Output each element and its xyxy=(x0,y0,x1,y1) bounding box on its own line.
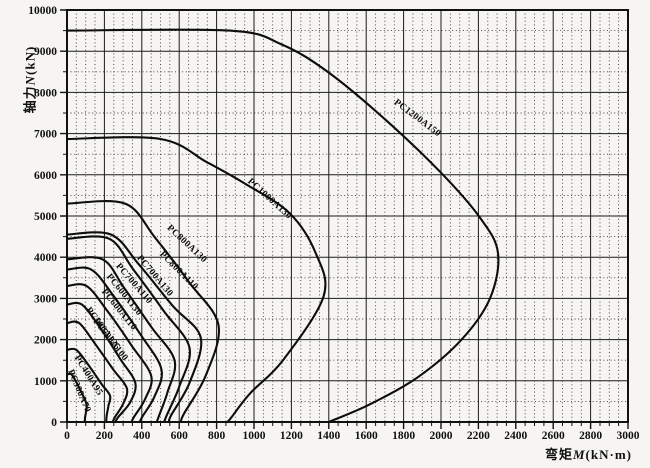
curve-PC1200A150 xyxy=(65,28,500,424)
y-axis-title-cn: 轴力 xyxy=(22,85,38,114)
x-tick-label: 600 xyxy=(171,430,189,442)
x-axis-major-ticks xyxy=(66,422,629,429)
x-tick-label: 1800 xyxy=(392,430,415,442)
y-tick-label: 1000 xyxy=(34,376,57,388)
y-tick-label: 9000 xyxy=(34,46,57,58)
curve-PC600A110 xyxy=(65,283,153,424)
curve-label-PC1000A130: PC1000A130 xyxy=(245,177,293,222)
curve-PC700A130 xyxy=(65,235,191,424)
curve-PC500A100 xyxy=(65,320,129,424)
x-tick-label: 2200 xyxy=(467,430,490,442)
curve-PC700A110 xyxy=(65,256,177,424)
x-axis-title: 弯矩M(kN·m) xyxy=(545,444,632,463)
y-axis-title: 轴力N(kN) xyxy=(20,20,39,140)
curve-PC400A95 xyxy=(65,347,112,424)
curve-PC500A125 xyxy=(65,301,137,424)
y-axis-minor-ticks xyxy=(63,30,67,402)
x-tick-label: 3000 xyxy=(617,430,640,442)
curve-PC600A130 xyxy=(65,266,163,424)
x-tick-label: 0 xyxy=(64,430,70,442)
y-tick-label: 8000 xyxy=(34,87,57,99)
y-tick-label: 4000 xyxy=(34,252,57,264)
x-tick-label: 2400 xyxy=(504,430,527,442)
y-tick-label: 0 xyxy=(51,417,57,429)
curve-PC800A130 xyxy=(65,200,221,424)
x-tick-label: 1200 xyxy=(280,430,303,442)
x-tick-label: 2800 xyxy=(579,430,602,442)
curve-PC800A110 xyxy=(65,231,203,424)
x-tick-label: 2600 xyxy=(542,430,565,442)
y-axis-title-symbol: N xyxy=(22,74,38,86)
y-tick-label: 10000 xyxy=(28,5,57,17)
x-tick-label: 400 xyxy=(133,430,151,442)
x-tick-label: 2000 xyxy=(430,430,453,442)
y-axis-major-ticks xyxy=(60,9,67,423)
x-axis-title-unit: (kN·m) xyxy=(585,447,632,462)
x-tick-label: 1000 xyxy=(243,430,266,442)
y-tick-label: 5000 xyxy=(34,211,57,223)
x-axis-title-cn: 弯矩 xyxy=(544,447,573,462)
grid-major-horizontal xyxy=(67,50,628,382)
x-axis-title-symbol: M xyxy=(572,447,586,462)
x-tick-label: 800 xyxy=(208,430,226,442)
x-axis-minor-ticks xyxy=(75,422,620,426)
y-tick-label: 6000 xyxy=(34,170,57,182)
y-tick-label: 3000 xyxy=(34,293,57,305)
curve-PC1000A130 xyxy=(65,136,327,424)
y-axis-title-unit: (kN) xyxy=(22,45,38,75)
y-tick-label: 2000 xyxy=(34,335,57,347)
y-tick-label: 7000 xyxy=(34,129,57,141)
x-tick-label: 1400 xyxy=(317,430,340,442)
curve-PC300A70 xyxy=(65,372,88,424)
x-tick-label: 1600 xyxy=(355,430,378,442)
x-tick-label: 200 xyxy=(96,430,114,442)
